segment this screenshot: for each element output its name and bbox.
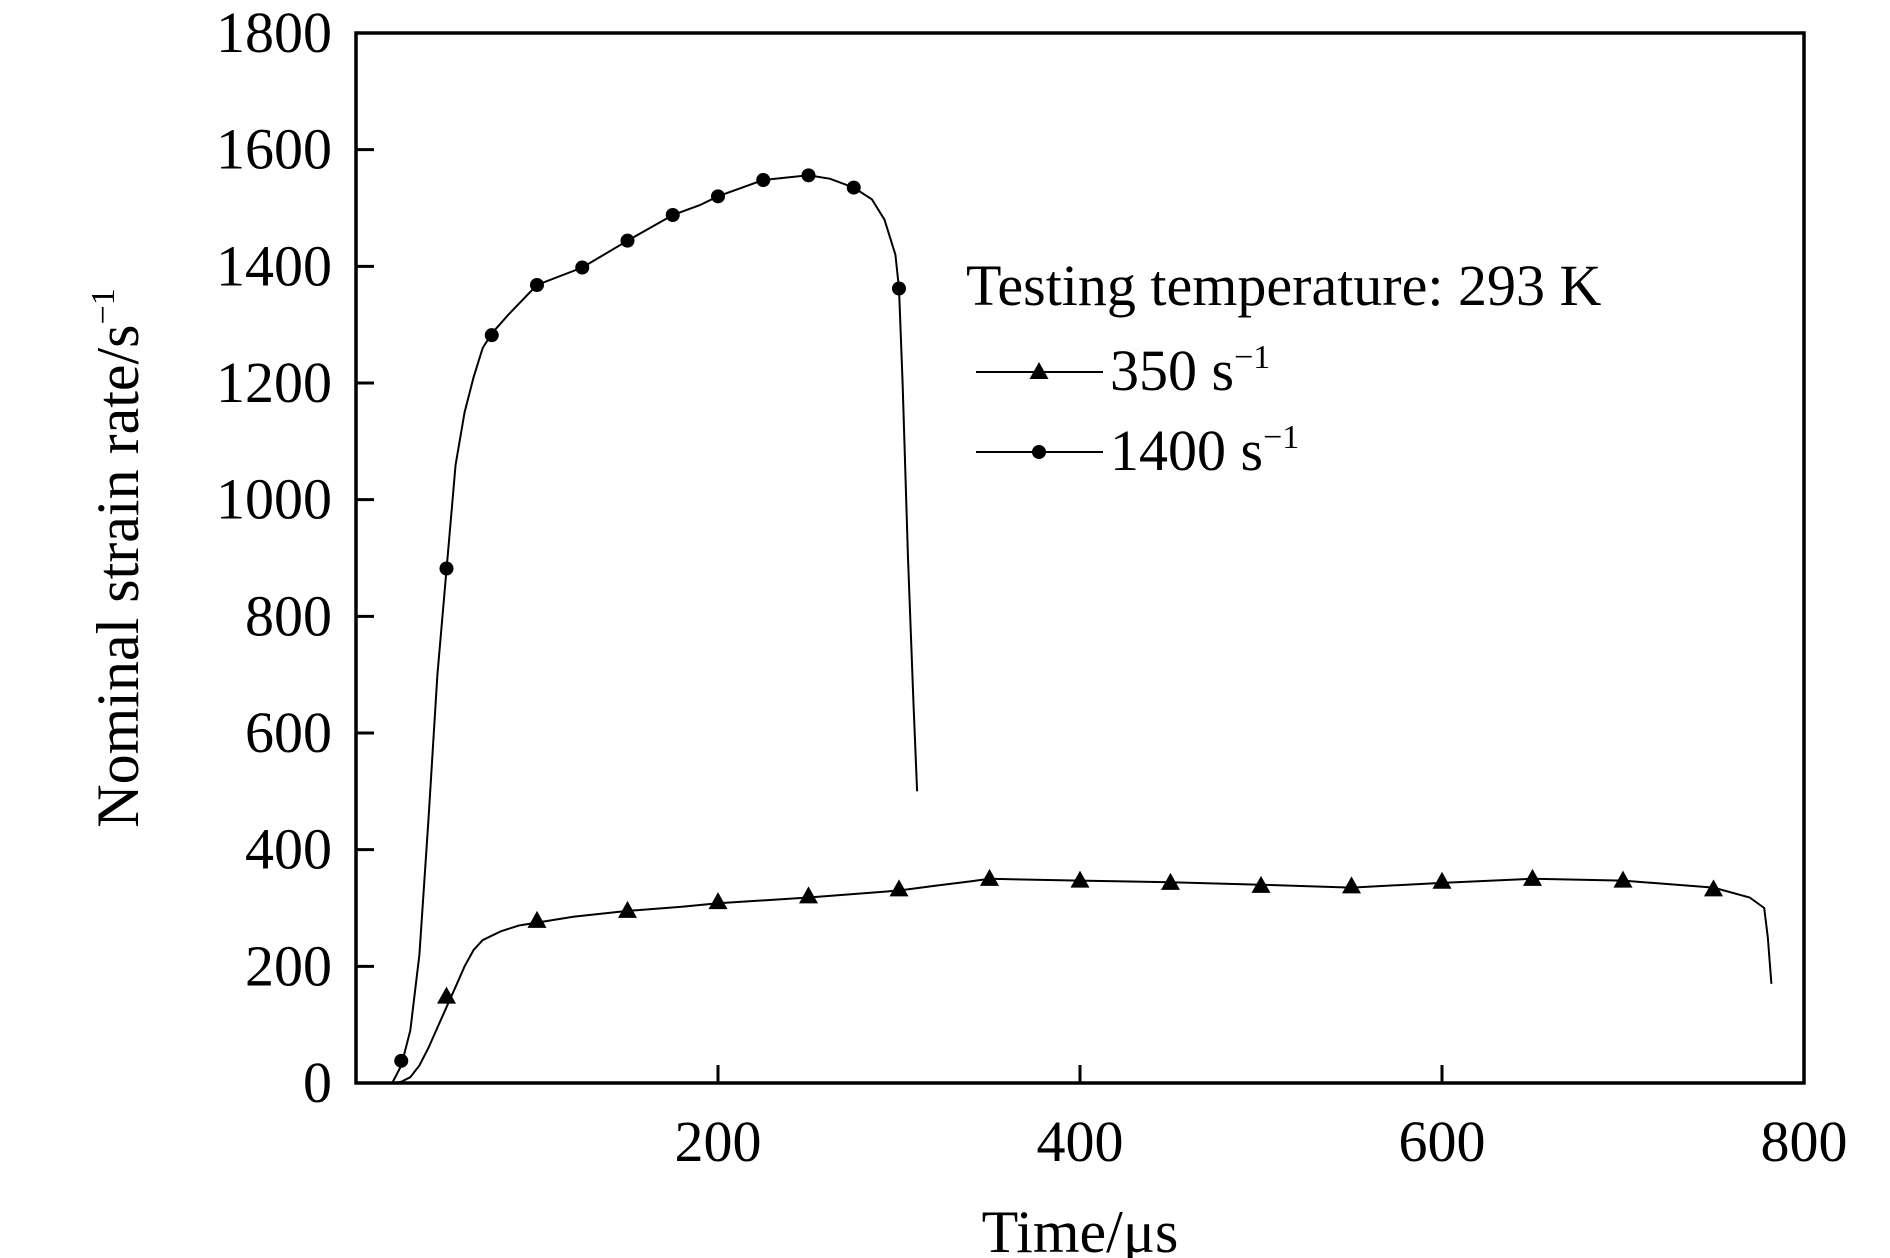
- marker-triangle: [889, 879, 909, 897]
- legend-label-350-superscript: −1: [1234, 339, 1270, 376]
- series-markers: [394, 168, 1723, 1068]
- x-tick-label: 400: [1037, 1109, 1124, 1174]
- marker-triangle: [1523, 868, 1542, 886]
- marker-circle: [575, 260, 590, 275]
- marker-circle: [756, 173, 771, 187]
- plot-frame: [354, 31, 1806, 1085]
- legend-label-1400-superscript: −1: [1263, 419, 1299, 456]
- y-tick-label: 800: [245, 583, 332, 648]
- y-axis-label-superscript: −1: [85, 288, 122, 324]
- legend-label-350-text: 350 s: [1110, 338, 1234, 403]
- x-tick-label: 800: [1761, 1109, 1848, 1174]
- marker-triangle: [799, 886, 818, 904]
- y-tick-label: 0: [303, 1050, 332, 1115]
- marker-circle: [846, 180, 861, 195]
- y-tick-label: 1400: [216, 233, 332, 298]
- marker-triangle: [437, 986, 456, 1004]
- legend-label-350: 350 s−1: [1110, 338, 1270, 403]
- y-axis-label: Nominal strain rate/s−1: [85, 288, 151, 827]
- marker-circle: [801, 168, 816, 183]
- legend-item-1400: 1400 s−1: [976, 418, 1299, 483]
- marker-triangle: [1070, 870, 1090, 888]
- y-tick-label: 1800: [216, 0, 332, 65]
- marker-circle: [620, 233, 635, 248]
- y-tick-label: 1000: [216, 467, 332, 532]
- axis-ticks: 0 200 400 600 800 1000 1200 1400 1600 1800 200 400 6…: [216, 0, 1848, 1174]
- marker-circle: [439, 561, 454, 576]
- marker-triangle: [1432, 871, 1452, 889]
- marker-circle: [665, 208, 680, 222]
- y-tick-label: 400: [245, 817, 332, 882]
- marker-circle: [711, 189, 725, 204]
- series-line-1: [391, 174, 919, 1084]
- marker-triangle: [1613, 870, 1633, 888]
- marker-triangle: [708, 892, 728, 910]
- y-tick-label: 1200: [216, 350, 332, 415]
- marker-circle: [484, 328, 499, 343]
- legend-label-1400-text: 1400 s: [1110, 418, 1263, 483]
- marker-circle: [892, 281, 906, 296]
- y-tick-label: 600: [245, 700, 332, 765]
- legend-item-350: 350 s−1: [976, 338, 1270, 403]
- y-tick-label: 200: [245, 933, 332, 998]
- marker-circle: [530, 278, 544, 292]
- marker-triangle: [980, 868, 999, 886]
- marker-triangle: [1704, 879, 1723, 897]
- legend: Testing temperature: 293 K 350 s−1 1400 …: [966, 253, 1601, 483]
- x-axis-label: Time/μs: [982, 1199, 1179, 1258]
- marker-triangle: [618, 900, 637, 918]
- marker-triangle: [1161, 872, 1180, 890]
- y-axis-label-text: Nominal strain rate/s: [85, 324, 151, 827]
- series-line-0: [392, 877, 1773, 1084]
- x-tick-label: 600: [1399, 1109, 1486, 1174]
- legend-label-1400: 1400 s−1: [1110, 418, 1299, 483]
- legend-marker-triangle: [1029, 362, 1049, 379]
- marker-triangle: [1251, 875, 1271, 893]
- y-tick-label: 1600: [216, 117, 332, 182]
- marker-triangle: [527, 910, 547, 928]
- x-tick-label: 200: [675, 1109, 762, 1174]
- legend-title: Testing temperature: 293 K: [966, 253, 1601, 318]
- legend-marker-circle: [1032, 445, 1046, 459]
- marker-triangle: [1342, 876, 1361, 894]
- marker-circle: [394, 1053, 409, 1068]
- y-axis-label-group: Nominal strain rate/s−1: [85, 288, 151, 827]
